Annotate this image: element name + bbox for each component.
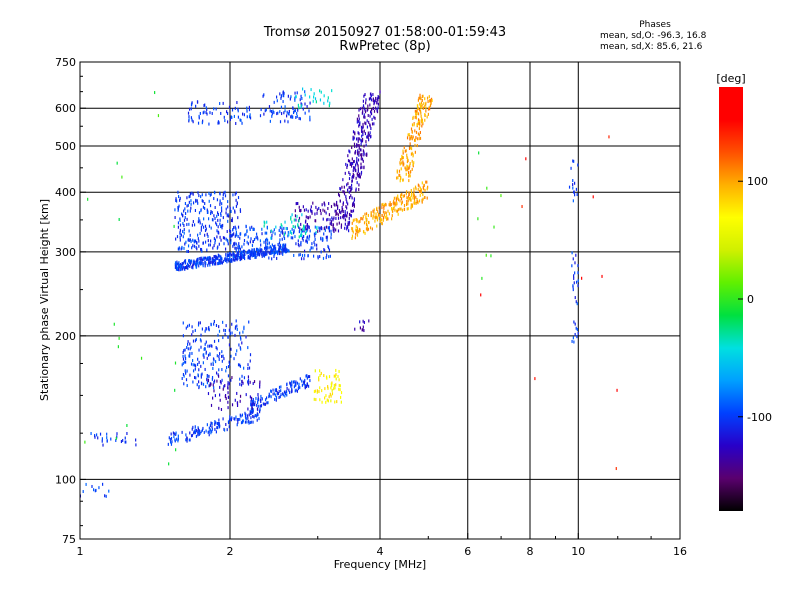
y-tick-label: 300 [55, 246, 76, 259]
y-axis-ticks: 75 100 200 300 400 500 600 750 [55, 56, 86, 546]
y-tick-label: 75 [62, 533, 76, 546]
x-tick-label: 4 [377, 545, 384, 558]
y-axis-label: Stationary phase Virtual Height [km] [38, 199, 51, 401]
x-tick-label: 1 [77, 545, 84, 558]
colorbar-ticks: 100 0 -100 [738, 175, 772, 424]
colorbar-tick-label: -100 [747, 411, 772, 424]
colorbar-label: [deg] [716, 72, 745, 85]
x-axis-label: Frequency [MHz] [334, 558, 426, 571]
phases-o-stats: mean, sd,O: -96.3, 16.8 [600, 31, 707, 41]
scatter-points [80, 87, 618, 498]
y-tick-label: 500 [55, 140, 76, 153]
phases-x-stats: mean, sd,X: 85.6, 21.6 [600, 42, 703, 52]
x-tick-label: 10 [571, 545, 585, 558]
y-tick-label: 200 [55, 330, 76, 343]
colorbar: [deg] 100 0 -100 [716, 72, 772, 511]
y-tick-label: 600 [55, 102, 76, 115]
x-tick-label: 6 [464, 545, 471, 558]
y-tick-label: 750 [55, 56, 76, 69]
y-tick-label: 400 [55, 186, 76, 199]
x-axis-ticks: 1 2 4 6 8 10 16 [77, 533, 687, 558]
y-tick-label: 100 [55, 473, 76, 486]
chart-title: Tromsø 20150927 01:58:00-01:59:43 RwPret… [230, 26, 540, 54]
x-tick-label: 16 [673, 545, 687, 558]
x-tick-label: 8 [527, 545, 534, 558]
phases-title: Phases [639, 20, 671, 30]
x-tick-label: 2 [227, 545, 234, 558]
colorbar-tick-label: 0 [747, 293, 754, 306]
title-line-2: RwPretec (8p) [339, 39, 431, 54]
title-line-1: Tromsø 20150927 01:58:00-01:59:43 [263, 25, 507, 40]
phases-summary: Phases mean, sd,O: -96.3, 16.8 mean, sd,… [600, 20, 710, 53]
colorbar-tick-label: 100 [747, 175, 768, 188]
grid-lines [80, 62, 680, 539]
